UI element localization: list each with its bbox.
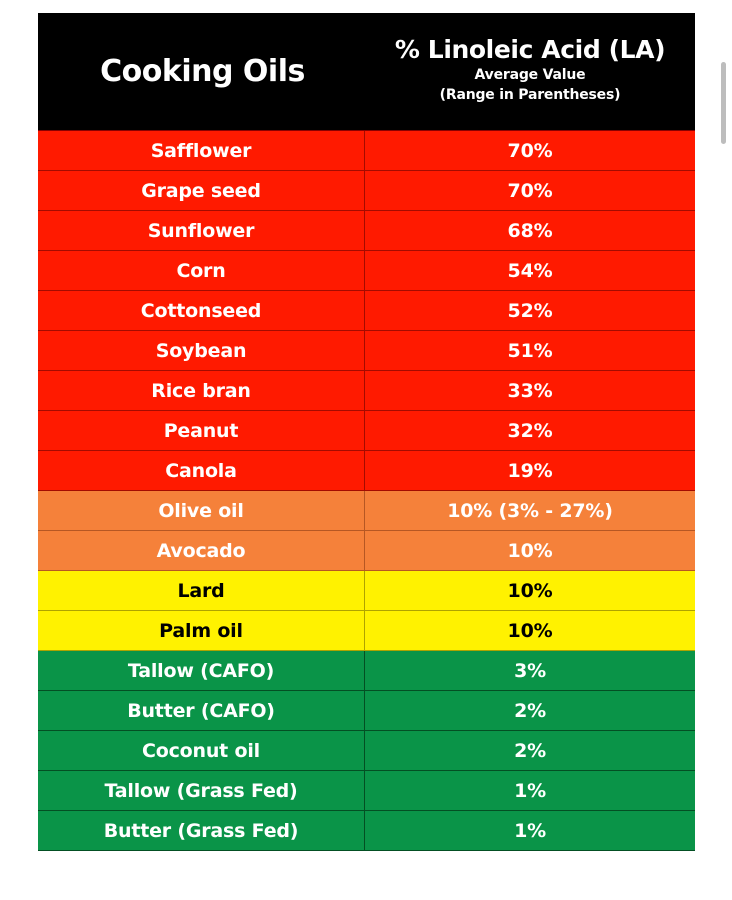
linoleic-acid-table: Cooking Oils % Linoleic Acid (LA) Averag… (38, 13, 695, 851)
table-header: Cooking Oils % Linoleic Acid (LA) Averag… (38, 13, 695, 130)
table-row: Butter (CAFO) 2% (38, 691, 695, 731)
table-row: Tallow (Grass Fed) 1% (38, 771, 695, 811)
oil-name-cell: Palm oil (38, 611, 365, 650)
oil-name-cell: Tallow (CAFO) (38, 651, 365, 690)
table-row: Canola 19% (38, 451, 695, 491)
table-row: Butter (Grass Fed) 1% (38, 811, 695, 851)
la-value-cell: 1% (514, 779, 546, 802)
la-value-cell: 10% (507, 579, 553, 602)
table-row: Sunflower 68% (38, 211, 695, 251)
table-row: Grape seed 70% (38, 171, 695, 211)
oil-name-cell: Butter (CAFO) (38, 691, 365, 730)
la-value-cell: 33% (507, 379, 553, 402)
oil-name-cell: Lard (38, 571, 365, 610)
table-row: Avocado 10% (38, 531, 695, 571)
oil-name-cell: Coconut oil (38, 731, 365, 770)
la-value-cell: 2% (514, 739, 546, 762)
scrollbar[interactable] (721, 62, 726, 144)
oil-name-cell: Grape seed (38, 171, 365, 210)
la-value-cell: 68% (507, 219, 553, 242)
table-row: Palm oil 10% (38, 611, 695, 651)
header-linoleic-acid: % Linoleic Acid (LA) (394, 35, 666, 64)
header-range-note: (Range in Parentheses) (439, 87, 621, 103)
table-row: Coconut oil 2% (38, 731, 695, 771)
la-value-cell: 1% (514, 819, 546, 842)
la-value-cell: 70% (507, 139, 553, 162)
table-row: Safflower 70% (38, 131, 695, 171)
la-value-cell: 52% (507, 299, 553, 322)
oil-name-cell: Soybean (38, 331, 365, 370)
oil-name-cell: Olive oil (38, 491, 365, 530)
la-value-cell: 70% (507, 179, 553, 202)
la-value-cell: 10% (507, 619, 553, 642)
table-body: Safflower 70% Grape seed 70% Sunflower 68% Cor… (38, 130, 695, 851)
oil-name-cell: Butter (Grass Fed) (38, 811, 365, 850)
table-row: Lard 10% (38, 571, 695, 611)
oil-name-cell: Cottonseed (38, 291, 365, 330)
oil-name-cell: Rice bran (38, 371, 365, 410)
oil-name-cell: Tallow (Grass Fed) (38, 771, 365, 810)
table-row: Tallow (CAFO) 3% (38, 651, 695, 691)
header-oils-cell: Cooking Oils (38, 13, 365, 130)
table-row: Cottonseed 52% (38, 291, 695, 331)
header-average-value: Average Value (474, 67, 586, 83)
oil-name-cell: Sunflower (38, 211, 365, 250)
table-row: Corn 54% (38, 251, 695, 291)
table-row: Rice bran 33% (38, 371, 695, 411)
oil-name-cell: Canola (38, 451, 365, 490)
la-value-cell: 32% (507, 419, 553, 442)
la-value-cell: 3% (514, 659, 546, 682)
header-la-cell: % Linoleic Acid (LA) Average Value (Rang… (365, 13, 695, 130)
oil-name-cell: Avocado (38, 531, 365, 570)
la-value-cell: 2% (514, 699, 546, 722)
table-row: Olive oil 10% (3% - 27%) (38, 491, 695, 531)
table-row: Peanut 32% (38, 411, 695, 451)
la-value-cell: 10% (507, 539, 553, 562)
la-value-cell: 51% (507, 339, 553, 362)
la-value-cell: 19% (507, 459, 553, 482)
oil-name-cell: Peanut (38, 411, 365, 450)
header-cooking-oils: Cooking Oils (100, 54, 305, 89)
table-row: Soybean 51% (38, 331, 695, 371)
la-value-cell: 10% (3% - 27%) (447, 499, 613, 522)
oil-name-cell: Corn (38, 251, 365, 290)
oil-name-cell: Safflower (38, 131, 365, 170)
la-value-cell: 54% (507, 259, 553, 282)
